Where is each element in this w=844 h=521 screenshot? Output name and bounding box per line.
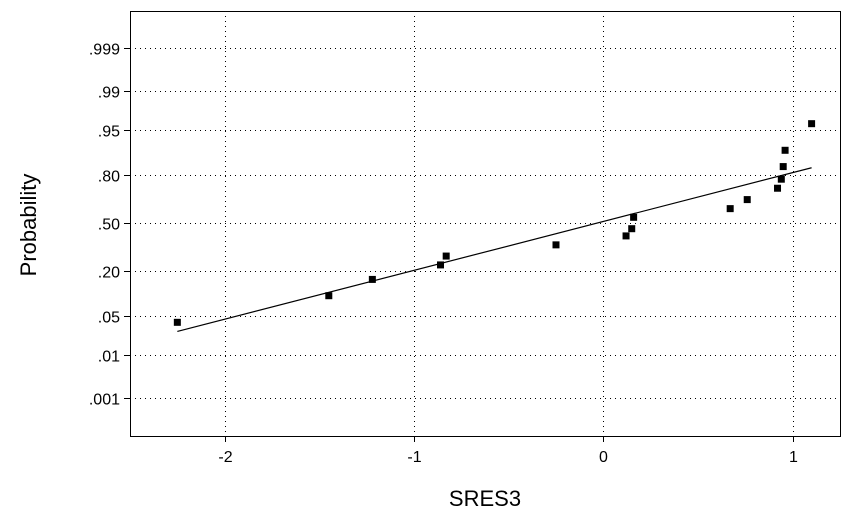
data-point (779, 163, 787, 171)
data-point (552, 241, 560, 249)
x-tick-label: 1 (789, 449, 798, 466)
data-point (726, 205, 734, 213)
x-tick-label: -1 (407, 449, 421, 466)
fit-line (177, 167, 812, 333)
data-point (774, 184, 782, 192)
data-point (437, 261, 445, 269)
data-point (808, 120, 816, 128)
data-point (781, 146, 789, 154)
y-tick-label: .01 (98, 349, 120, 366)
data-point (368, 275, 376, 283)
x-tick-label: -2 (218, 449, 232, 466)
data-point (173, 318, 181, 326)
y-tick-label: .95 (98, 124, 120, 141)
data-point (628, 225, 636, 233)
x-tick-label: 0 (599, 449, 608, 466)
y-axis-ticks: .999 .99 .95 .80 .50 .20 .05 .01 .001 (89, 42, 130, 409)
data-points (173, 120, 816, 326)
grid-lines (130, 11, 840, 436)
y-tick-label: .80 (98, 169, 120, 186)
fit-line-group (177, 167, 812, 333)
y-axis-title: Probability (16, 174, 41, 277)
y-tick-label: .50 (98, 217, 120, 234)
y-tick-label: .05 (98, 310, 120, 327)
data-point (777, 175, 785, 183)
data-point (630, 213, 638, 221)
y-tick-label: .999 (89, 42, 120, 59)
x-axis-title: SRES3 (449, 486, 521, 511)
y-tick-label: .20 (98, 265, 120, 282)
data-point (325, 292, 333, 300)
y-tick-label: .001 (89, 392, 120, 409)
data-point (743, 196, 751, 204)
data-point (622, 232, 630, 240)
y-tick-label: .99 (98, 85, 120, 102)
data-point (442, 252, 450, 260)
x-axis-ticks: -2 -1 0 1 (218, 436, 798, 466)
